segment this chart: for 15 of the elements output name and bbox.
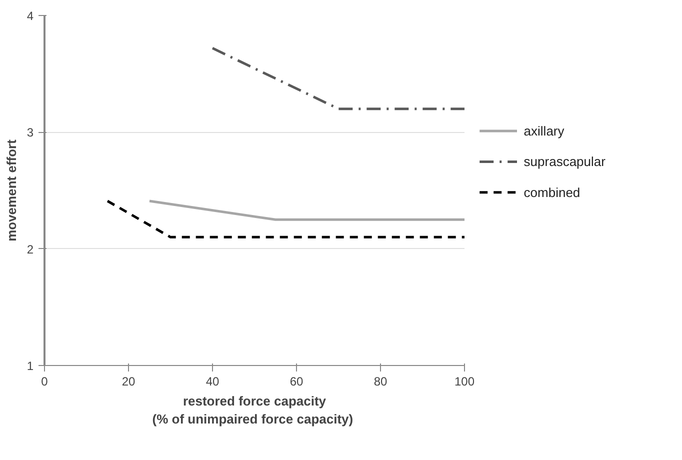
x-tick-label: 0 [41, 374, 48, 388]
x-tick-label: 80 [374, 374, 388, 388]
y-tick-label: 4 [26, 9, 34, 23]
x-tick-label: 100 [454, 374, 475, 388]
legend-label: axillary [524, 124, 565, 139]
x-axis-title: restored force capacity (% of unimpaired force capacity) [152, 394, 354, 426]
y-tick-label: 1 [26, 359, 34, 373]
y-tick-label: 2 [26, 242, 34, 256]
legend-label: suprascapular [524, 154, 606, 170]
legend-label: combined [524, 184, 580, 200]
x-tick-label: 40 [206, 374, 220, 388]
x-tick-label: 20 [122, 374, 136, 388]
y-axis-title: movement effort [4, 138, 19, 242]
x-tick-label: 60 [290, 374, 304, 388]
y-tick-label: 3 [26, 126, 34, 140]
